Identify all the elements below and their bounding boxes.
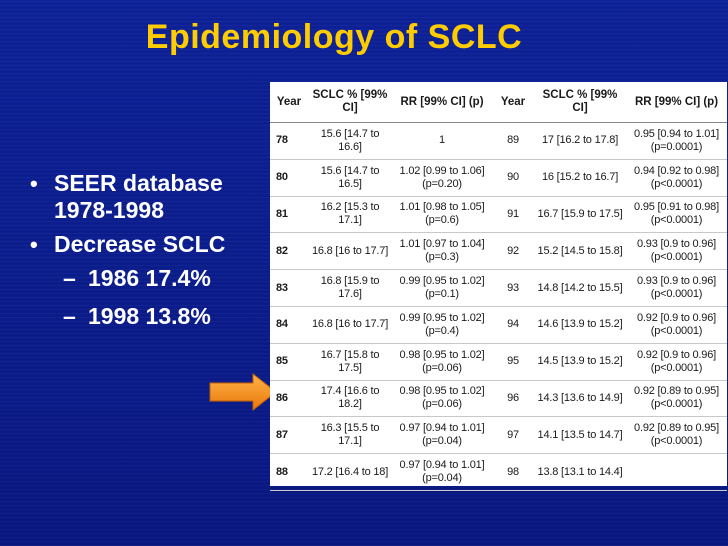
cell-rr: 0.98 [0.95 to 1.02] (p=0.06) xyxy=(392,380,492,418)
cell-rr: 0.94 [0.92 to 0.98] (p<0.0001) xyxy=(626,159,727,197)
cell-sclc-percent: 16.8 [15.9 to 17.6] xyxy=(308,269,392,307)
cell-sclc-percent: 15.6 [14.7 to 16.6] xyxy=(308,122,392,160)
bullet-text: Decrease SCLC xyxy=(54,231,226,257)
cell-sclc-percent: 16 [15.2 to 16.7] xyxy=(534,159,626,197)
cell-year: 91 xyxy=(492,196,534,234)
header-year: Year xyxy=(500,95,526,108)
cell-rr: 0.99 [0.95 to 1.02] (p=0.4) xyxy=(392,306,492,344)
cell-sclc-percent: 14.8 [14.2 to 15.5] xyxy=(534,269,626,307)
cell-sclc-percent: 14.3 [13.6 to 14.9] xyxy=(534,380,626,418)
sub-bullet-item: – 1986 17.4% xyxy=(30,265,270,292)
cell-sclc-percent: 14.5 [13.9 to 15.2] xyxy=(534,343,626,381)
cell-year: 96 xyxy=(492,380,534,418)
cell-rr: 0.99 [0.95 to 1.02] (p=0.1) xyxy=(392,269,492,307)
cell-sclc-percent: 16.3 [15.5 to 17.1] xyxy=(308,416,392,455)
cell-rr: 0.92 [0.9 to 0.96] (p<0.0001) xyxy=(626,306,727,344)
cell-sclc-percent: 16.7 [15.9 to 17.5] xyxy=(534,196,626,234)
cell-sclc-percent: 17.4 [16.6 to 18.2] xyxy=(308,380,392,418)
cell-year: 85 xyxy=(270,343,308,381)
cell-year: 80 xyxy=(270,159,308,197)
cell-year: 94 xyxy=(492,306,534,344)
cell-year: 81 xyxy=(270,196,308,234)
cell-rr: 1.01 [0.98 to 1.05] (p=0.6) xyxy=(392,196,492,234)
cell-rr: 0.93 [0.9 to 0.96] (p<0.0001) xyxy=(626,269,727,307)
cell-year: 86 xyxy=(270,380,308,418)
cell-year: 87 xyxy=(270,416,308,455)
cell-rr: 0.98 [0.95 to 1.02] (p=0.06) xyxy=(392,343,492,381)
table-row: 87 16.3 [15.5 to 17.1] 0.97 [0.94 to 1.01]… xyxy=(270,416,727,455)
header-rr: RR [99% CI] (p) xyxy=(400,95,484,108)
cell-rr: 0.92 [0.89 to 0.95] (p<0.0001) xyxy=(626,416,727,455)
header-rr: RR [99% CI] (p) xyxy=(634,95,719,108)
cell-sclc-percent: 15.6 [14.7 to 16.5] xyxy=(308,159,392,197)
cell-sclc-percent: 14.1 [13.5 to 14.7] xyxy=(534,416,626,455)
cell-sclc-percent: 17 [16.2 to 17.8] xyxy=(534,122,626,160)
table-row: 84 16.8 [16 to 17.7] 0.99 [0.95 to 1.02] (… xyxy=(270,306,727,344)
bullet-dot-icon: • xyxy=(30,171,38,196)
cell-year: 84 xyxy=(270,306,308,344)
cell-year: 89 xyxy=(492,122,534,160)
cell-year: 83 xyxy=(270,269,308,307)
sub-bullet-text: 1986 17.4% xyxy=(88,265,211,291)
table-row: 78 15.6 [14.7 to 16.6] 1 89 17 [16.2 to 17.8… xyxy=(270,122,727,160)
cell-sclc-percent: 16.2 [15.3 to 17.1] xyxy=(308,196,392,234)
cell-year: 82 xyxy=(270,232,308,271)
bullet-list: • SEER database 1978-1998 • Decrease SCL… xyxy=(30,170,270,341)
cell-sclc-percent: 16.8 [16 to 17.7] xyxy=(308,306,392,344)
dash-icon: – xyxy=(63,303,76,329)
header-sclc-percent: SCLC % [99% CI] xyxy=(312,89,388,114)
cell-rr: 0.97 [0.94 to 1.01] (p=0.04) xyxy=(392,453,492,491)
cell-year: 98 xyxy=(492,453,534,491)
cell-year: 88 xyxy=(270,453,308,491)
cell-rr xyxy=(626,453,727,491)
cell-rr: 0.93 [0.9 to 0.96] (p<0.0001) xyxy=(626,232,727,271)
cell-rr: 0.92 [0.9 to 0.96] (p<0.0001) xyxy=(626,343,727,381)
cell-sclc-percent: 14.6 [13.9 to 15.2] xyxy=(534,306,626,344)
table-header-row: Year SCLC % [99% CI] RR [99% CI] (p) Yea… xyxy=(270,82,727,123)
slide-title: Epidemiology of SCLC xyxy=(145,18,523,56)
header-sclc-percent: SCLC % [99% CI] xyxy=(542,89,618,114)
table-row: 81 16.2 [15.3 to 17.1] 1.01 [0.98 to 1.05]… xyxy=(270,196,727,234)
sub-bullet-item: – 1998 13.8% xyxy=(30,303,270,330)
cell-year: 90 xyxy=(492,159,534,197)
bullet-text: SEER database 1978-1998 xyxy=(54,170,223,223)
cell-rr: 0.95 [0.91 to 0.98] (p<0.0001) xyxy=(626,196,727,234)
cell-rr: 1 xyxy=(392,122,492,160)
cell-year: 93 xyxy=(492,269,534,307)
cell-year: 92 xyxy=(492,232,534,271)
cell-rr: 0.92 [0.89 to 0.95] (p<0.0001) xyxy=(626,380,727,418)
dash-icon: – xyxy=(63,265,76,291)
header-year: Year xyxy=(276,95,302,108)
cell-year: 97 xyxy=(492,416,534,455)
right-arrow-icon xyxy=(209,373,277,411)
cell-year: 78 xyxy=(270,122,308,160)
cell-rr: 1.02 [0.99 to 1.06] (p=0.20) xyxy=(392,159,492,197)
cell-sclc-percent: 17.2 [16.4 to 18] xyxy=(308,453,392,491)
cell-sclc-percent: 15.2 [14.5 to 15.8] xyxy=(534,232,626,271)
cell-sclc-percent: 16.8 [16 to 17.7] xyxy=(308,232,392,271)
table-row: 82 16.8 [16 to 17.7] 1.01 [0.97 to 1.04] (… xyxy=(270,232,727,271)
cell-rr: 1.01 [0.97 to 1.04] (p=0.3) xyxy=(392,232,492,271)
seer-data-table: Year SCLC % [99% CI] RR [99% CI] (p) Yea… xyxy=(270,82,727,491)
cell-rr: 0.95 [0.94 to 1.01] (p=0.0001) xyxy=(626,122,727,160)
cell-sclc-percent: 16.7 [15.8 to 17.5] xyxy=(308,343,392,381)
bullet-dot-icon: • xyxy=(30,232,38,257)
table-row: 83 16.8 [15.9 to 17.6] 0.99 [0.95 to 1.02]… xyxy=(270,269,727,307)
bullet-item: • SEER database 1978-1998 xyxy=(30,170,270,224)
table-row: 85 16.7 [15.8 to 17.5] 0.98 [0.95 to 1.02]… xyxy=(270,343,727,381)
table-row: 86 17.4 [16.6 to 18.2] 0.98 [0.95 to 1.02]… xyxy=(270,380,727,418)
table-row: 80 15.6 [14.7 to 16.5] 1.02 [0.99 to 1.06]… xyxy=(270,159,727,197)
table-row: 88 17.2 [16.4 to 18] 0.97 [0.94 to 1.01] (… xyxy=(270,453,727,491)
cell-sclc-percent: 13.8 [13.1 to 14.4] xyxy=(534,453,626,491)
cell-year: 95 xyxy=(492,343,534,381)
sub-bullet-text: 1998 13.8% xyxy=(88,303,211,329)
cell-rr: 0.97 [0.94 to 1.01] (p=0.04) xyxy=(392,416,492,455)
bullet-item: • Decrease SCLC xyxy=(30,231,270,258)
